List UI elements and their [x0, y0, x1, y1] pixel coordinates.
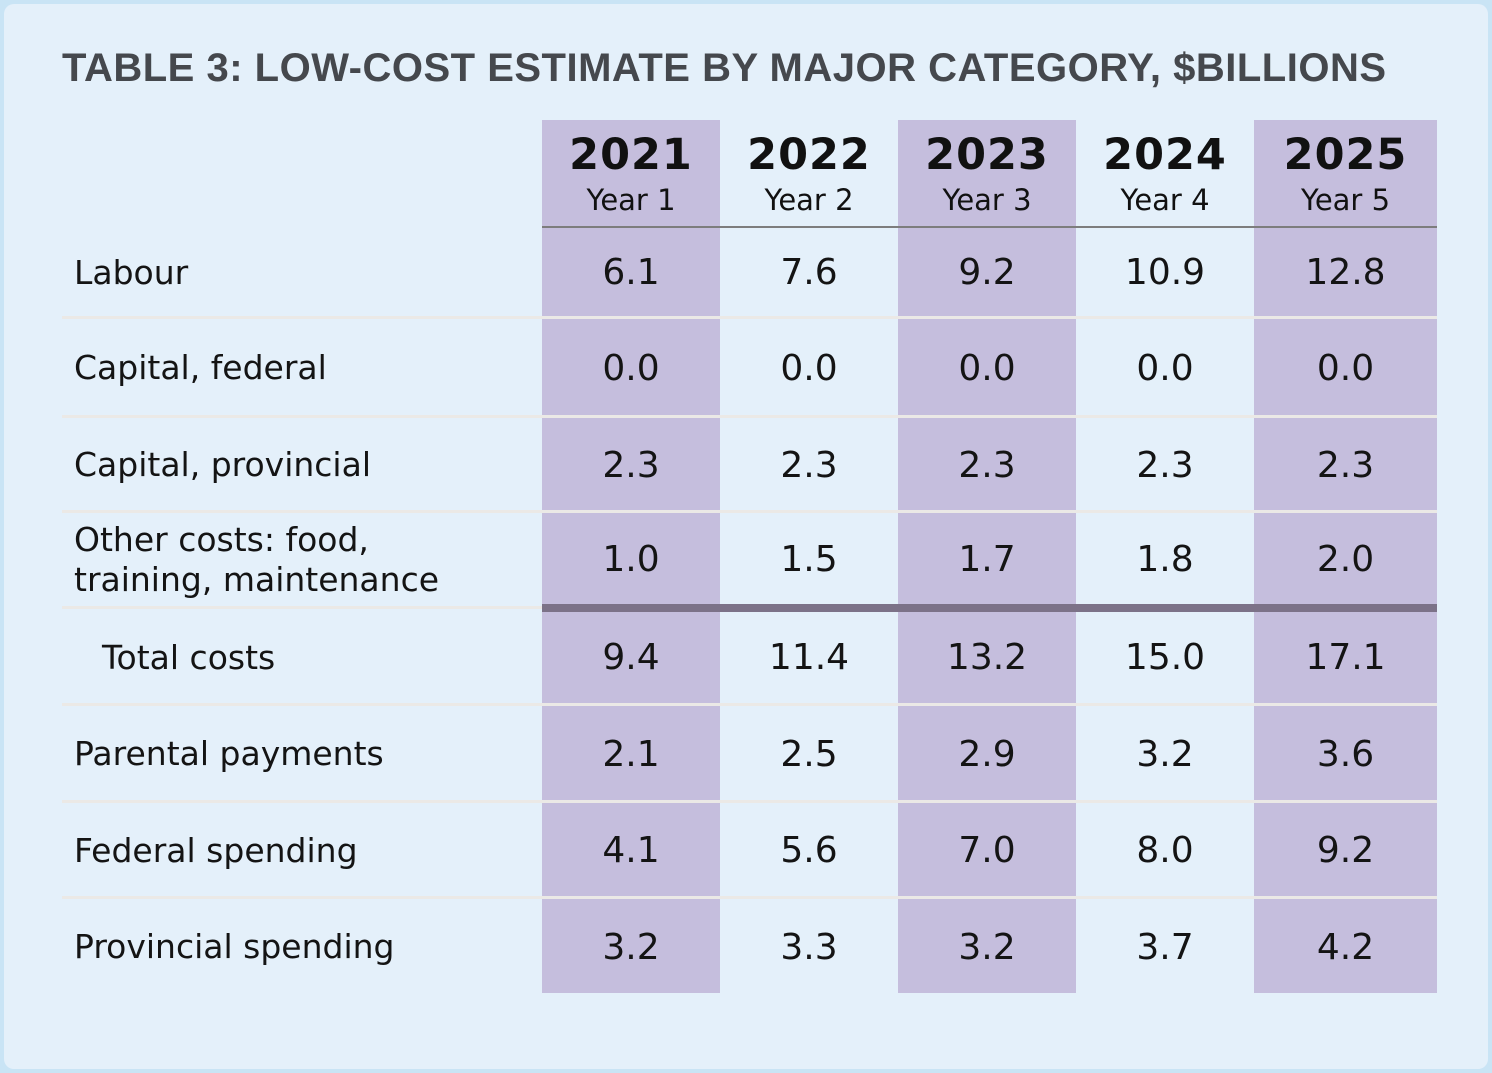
table-row-capital-federal: Capital, federal 0.0 0.0 0.0 0.0 0.0	[62, 321, 1437, 415]
cell-value: 15.0	[1124, 637, 1206, 678]
cell-value: 13.2	[946, 637, 1028, 678]
table-row-federal-spending: Federal spending 4.1 5.6 7.0 8.0 9.2	[62, 805, 1437, 896]
cell-value: 2.1	[602, 733, 660, 775]
year-sub-label: Year 4	[1120, 183, 1210, 217]
cell-value: 0.0	[958, 347, 1016, 389]
cell-value: 0.0	[1316, 347, 1375, 389]
cell-value: 8.0	[1136, 830, 1194, 871]
table-row-total-costs: Total costs 9.4 11.4 13.2 15.0 17.1	[62, 612, 1437, 703]
year-sub-label: Year 3	[942, 183, 1032, 217]
total-rule	[542, 604, 1437, 612]
row-label: Capital, federal	[74, 348, 327, 387]
table-row-parental-payments: Parental payments 2.1 2.5 2.9 3.2 3.6	[62, 708, 1437, 800]
cell-value: 3.7	[1136, 926, 1194, 968]
row-separator	[62, 415, 1437, 418]
table-row-other-costs: Other costs: food, training, maintenance…	[62, 515, 1437, 604]
cell-value: 1.7	[958, 539, 1016, 580]
highlight-column-2021	[542, 120, 720, 993]
cell-value: 6.1	[602, 252, 660, 293]
row-label: Labour	[74, 252, 189, 292]
row-label: Capital, provincial	[74, 445, 371, 484]
cell-value: 3.2	[602, 926, 660, 968]
row-label-line2: training, maintenance	[74, 559, 440, 599]
year-label: 2025	[1283, 130, 1408, 180]
cell-value: 3.2	[958, 926, 1016, 968]
cell-value: 9.4	[602, 637, 660, 678]
row-label: Parental payments	[74, 734, 384, 773]
cell-value: 11.4	[768, 637, 850, 678]
cell-value: 9.2	[958, 252, 1016, 293]
cell-value: 1.0	[602, 539, 660, 580]
row-separator	[62, 800, 1437, 803]
row-label-line1: Other costs: food,	[74, 519, 369, 559]
year-label: 2023	[925, 130, 1049, 180]
row-separator	[62, 703, 1437, 706]
column-header-2024: 2024 Year 4	[1076, 129, 1254, 219]
cell-value: 2.3	[780, 444, 838, 486]
header-rule	[542, 226, 1437, 228]
table-row-labour: Labour 6.1 7.6 9.2 10.9 12.8	[62, 229, 1437, 316]
cell-value: 17.1	[1305, 637, 1386, 678]
cell-value: 1.5	[780, 539, 838, 580]
cell-value: 5.6	[780, 830, 838, 871]
year-sub-label: Year 1	[586, 183, 676, 217]
row-label: Federal spending	[74, 830, 358, 870]
cell-value: 2.3	[958, 444, 1016, 486]
highlight-column-2023	[898, 120, 1076, 993]
cell-value: 1.8	[1136, 539, 1194, 580]
year-label: 2021	[569, 130, 693, 180]
cell-value: 0.0	[602, 347, 660, 389]
row-label: Total costs	[102, 637, 276, 677]
row-label: Other costs: food, training, maintenance	[62, 520, 542, 600]
cell-value: 4.2	[1316, 926, 1375, 968]
cell-value: 12.8	[1305, 252, 1386, 293]
cell-value: 2.0	[1316, 539, 1375, 580]
table-title: TABLE 3: LOW-COST ESTIMATE BY MAJOR CATE…	[62, 46, 1387, 90]
year-label: 2024	[1103, 130, 1227, 180]
year-sub-label: Year 5	[1300, 183, 1391, 217]
cell-value: 2.9	[958, 733, 1016, 775]
cell-value: 10.9	[1124, 252, 1206, 293]
row-separator	[62, 316, 1437, 319]
cell-value: 0.0	[780, 347, 838, 389]
cell-value: 2.3	[602, 444, 660, 486]
highlight-column-2025	[1254, 120, 1437, 993]
cell-value: 2.5	[780, 733, 838, 775]
row-separator	[62, 896, 1437, 899]
report-card	[4, 4, 1488, 1069]
column-header-2025: 2025 Year 5	[1254, 129, 1437, 219]
column-header-2021: 2021 Year 1	[542, 129, 720, 219]
year-sub-label: Year 2	[764, 183, 854, 217]
cell-value: 3.2	[1136, 733, 1194, 775]
cell-value: 7.0	[958, 830, 1016, 871]
row-separator	[62, 510, 1437, 513]
row-label: Provincial spending	[74, 927, 395, 966]
row-separator	[62, 606, 542, 609]
cell-value: 3.6	[1316, 733, 1375, 775]
column-header-2022: 2022 Year 2	[720, 129, 898, 219]
cell-value: 7.6	[780, 252, 838, 293]
table-row-capital-provincial: Capital, provincial 2.3 2.3 2.3 2.3 2.3	[62, 420, 1437, 510]
cell-value: 4.1	[602, 830, 660, 871]
cell-value: 2.3	[1136, 444, 1194, 486]
column-header-2023: 2023 Year 3	[898, 129, 1076, 219]
year-label: 2022	[747, 130, 871, 180]
cell-value: 0.0	[1136, 347, 1194, 389]
cell-value: 2.3	[1316, 444, 1375, 486]
cell-value: 9.2	[1316, 830, 1375, 871]
cell-value: 3.3	[780, 926, 838, 968]
table-row-provincial-spending: Provincial spending 3.2 3.3 3.2 3.7 4.2	[62, 901, 1437, 993]
